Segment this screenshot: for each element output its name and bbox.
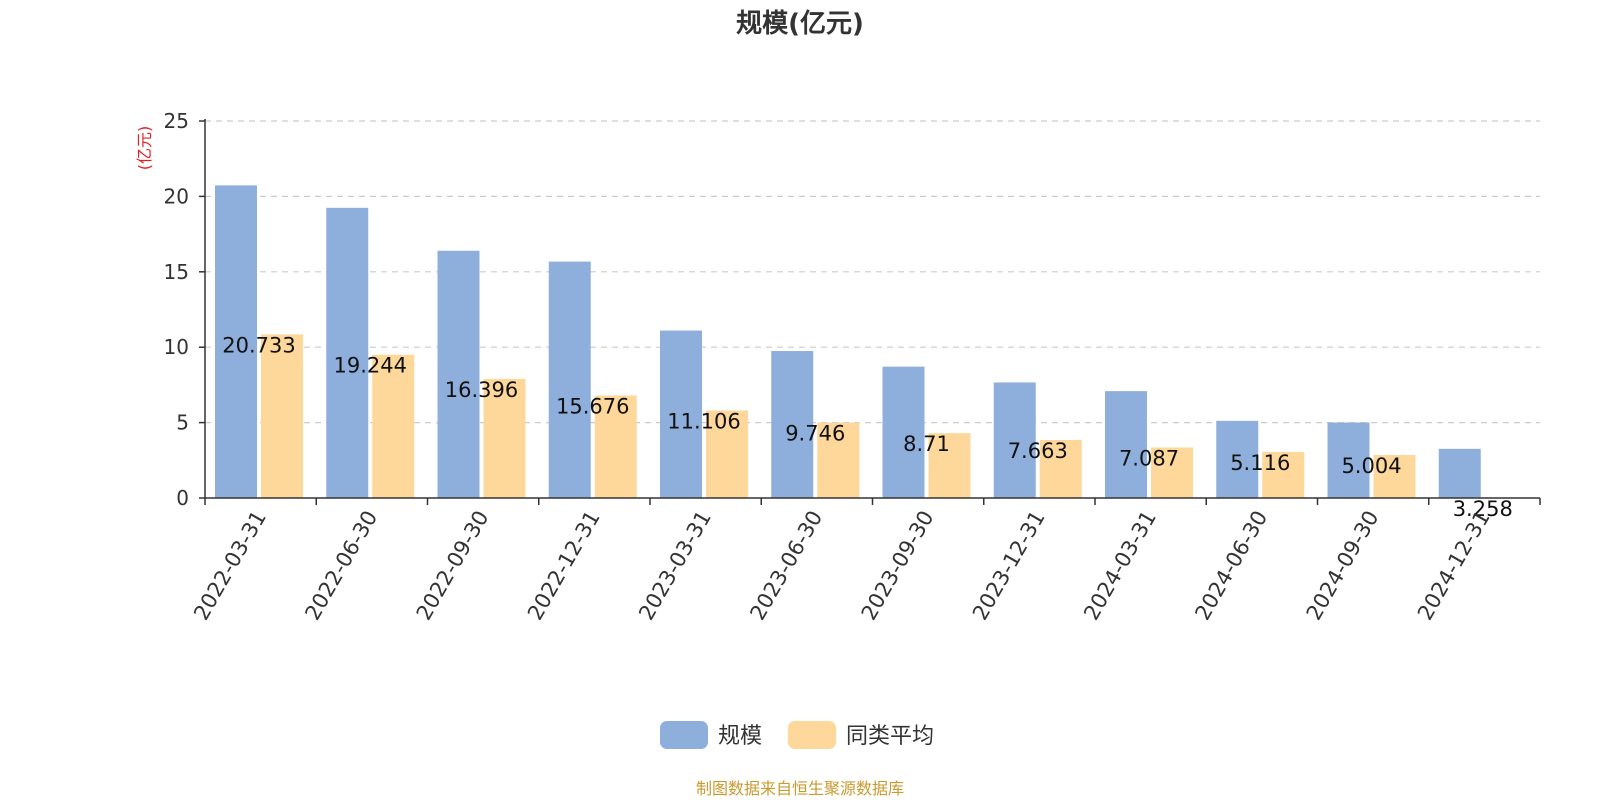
data-label: 5.004 bbox=[1341, 454, 1401, 478]
x-tick-label: 2024-12-31 bbox=[1413, 507, 1495, 625]
bar-peer-average[interactable] bbox=[1151, 447, 1193, 498]
bar-scale[interactable] bbox=[1438, 448, 1481, 498]
bar-peer-average[interactable] bbox=[928, 433, 971, 498]
chart-title: 规模(亿元) bbox=[736, 9, 864, 39]
data-label: 16.396 bbox=[445, 378, 518, 402]
bar-peer-average[interactable] bbox=[1373, 455, 1416, 498]
data-label: 9.746 bbox=[785, 422, 845, 446]
data-label: 8.71 bbox=[903, 432, 950, 456]
x-tick-label: 2023-06-30 bbox=[745, 507, 827, 625]
x-tick-label: 2022-03-31 bbox=[189, 507, 271, 625]
y-axis-unit-label: (亿元) bbox=[135, 126, 154, 171]
bar-scale[interactable] bbox=[326, 207, 369, 498]
x-tick-label: 2023-09-30 bbox=[857, 507, 939, 625]
y-tick-label: 25 bbox=[164, 109, 189, 133]
legend-item-peer-average[interactable]: 同类平均 bbox=[788, 721, 934, 749]
x-tick-label: 2022-06-30 bbox=[300, 507, 382, 625]
bar-peer-average[interactable] bbox=[594, 395, 637, 498]
bar-peer-average[interactable] bbox=[817, 422, 860, 498]
data-label: 7.663 bbox=[1008, 439, 1068, 463]
legend-label: 规模 bbox=[718, 724, 762, 749]
bar-scale[interactable] bbox=[993, 382, 1036, 498]
data-label: 11.106 bbox=[667, 410, 740, 434]
y-tick-label: 20 bbox=[164, 184, 189, 208]
data-label: 3.258 bbox=[1453, 497, 1513, 521]
y-tick-label: 5 bbox=[176, 411, 189, 435]
bar-peer-average[interactable] bbox=[1039, 439, 1082, 498]
bars-group bbox=[215, 185, 1481, 498]
bar-scale[interactable] bbox=[1216, 420, 1259, 498]
data-labels-group: 20.733 19.244 16.396 15.676 11.106 9.746 8.71 7… bbox=[222, 333, 1513, 521]
legend-label: 同类平均 bbox=[846, 724, 934, 749]
data-label: 19.244 bbox=[334, 354, 407, 378]
bar-peer-average[interactable] bbox=[372, 354, 415, 498]
bar-scale[interactable] bbox=[882, 366, 925, 498]
data-label: 7.087 bbox=[1119, 446, 1179, 470]
x-tick-label: 2022-12-31 bbox=[523, 507, 605, 625]
x-tick-label: 2022-09-30 bbox=[412, 507, 494, 625]
data-label: 20.733 bbox=[222, 333, 295, 357]
y-tick-label: 0 bbox=[176, 486, 189, 510]
bar-scale[interactable] bbox=[437, 250, 480, 498]
data-label: 5.116 bbox=[1230, 451, 1290, 475]
bar-scale[interactable] bbox=[215, 185, 257, 498]
bar-scale[interactable] bbox=[1105, 391, 1147, 498]
x-tick-label: 2024-09-30 bbox=[1302, 507, 1384, 625]
y-tick-label: 15 bbox=[164, 260, 189, 284]
bar-scale[interactable] bbox=[771, 351, 814, 498]
y-tick-label: 10 bbox=[164, 335, 189, 359]
bar-peer-average[interactable] bbox=[261, 334, 303, 498]
legend-swatch bbox=[660, 721, 708, 749]
bar-scale[interactable] bbox=[548, 261, 591, 498]
bar-scale[interactable] bbox=[660, 330, 702, 498]
x-tick-label: 2023-12-31 bbox=[968, 507, 1050, 625]
bar-peer-average[interactable] bbox=[1262, 452, 1305, 498]
x-tick-label: 2024-06-30 bbox=[1190, 507, 1272, 625]
legend-swatch bbox=[788, 721, 836, 749]
x-tick-label: 2023-03-31 bbox=[634, 507, 716, 625]
source-note: 制图数据来自恒生聚源数据库 bbox=[696, 779, 904, 798]
legend-item-scale[interactable]: 规模 bbox=[660, 721, 762, 749]
bar-peer-average[interactable] bbox=[483, 378, 526, 498]
bar-peer-average[interactable] bbox=[706, 410, 748, 498]
data-label: 15.676 bbox=[556, 394, 629, 418]
x-tick-label: 2024-03-31 bbox=[1079, 507, 1161, 625]
legend[interactable]: 规模 同类平均 bbox=[660, 721, 934, 749]
bar-scale[interactable] bbox=[1327, 422, 1370, 498]
grid-lines bbox=[205, 120, 1540, 424]
